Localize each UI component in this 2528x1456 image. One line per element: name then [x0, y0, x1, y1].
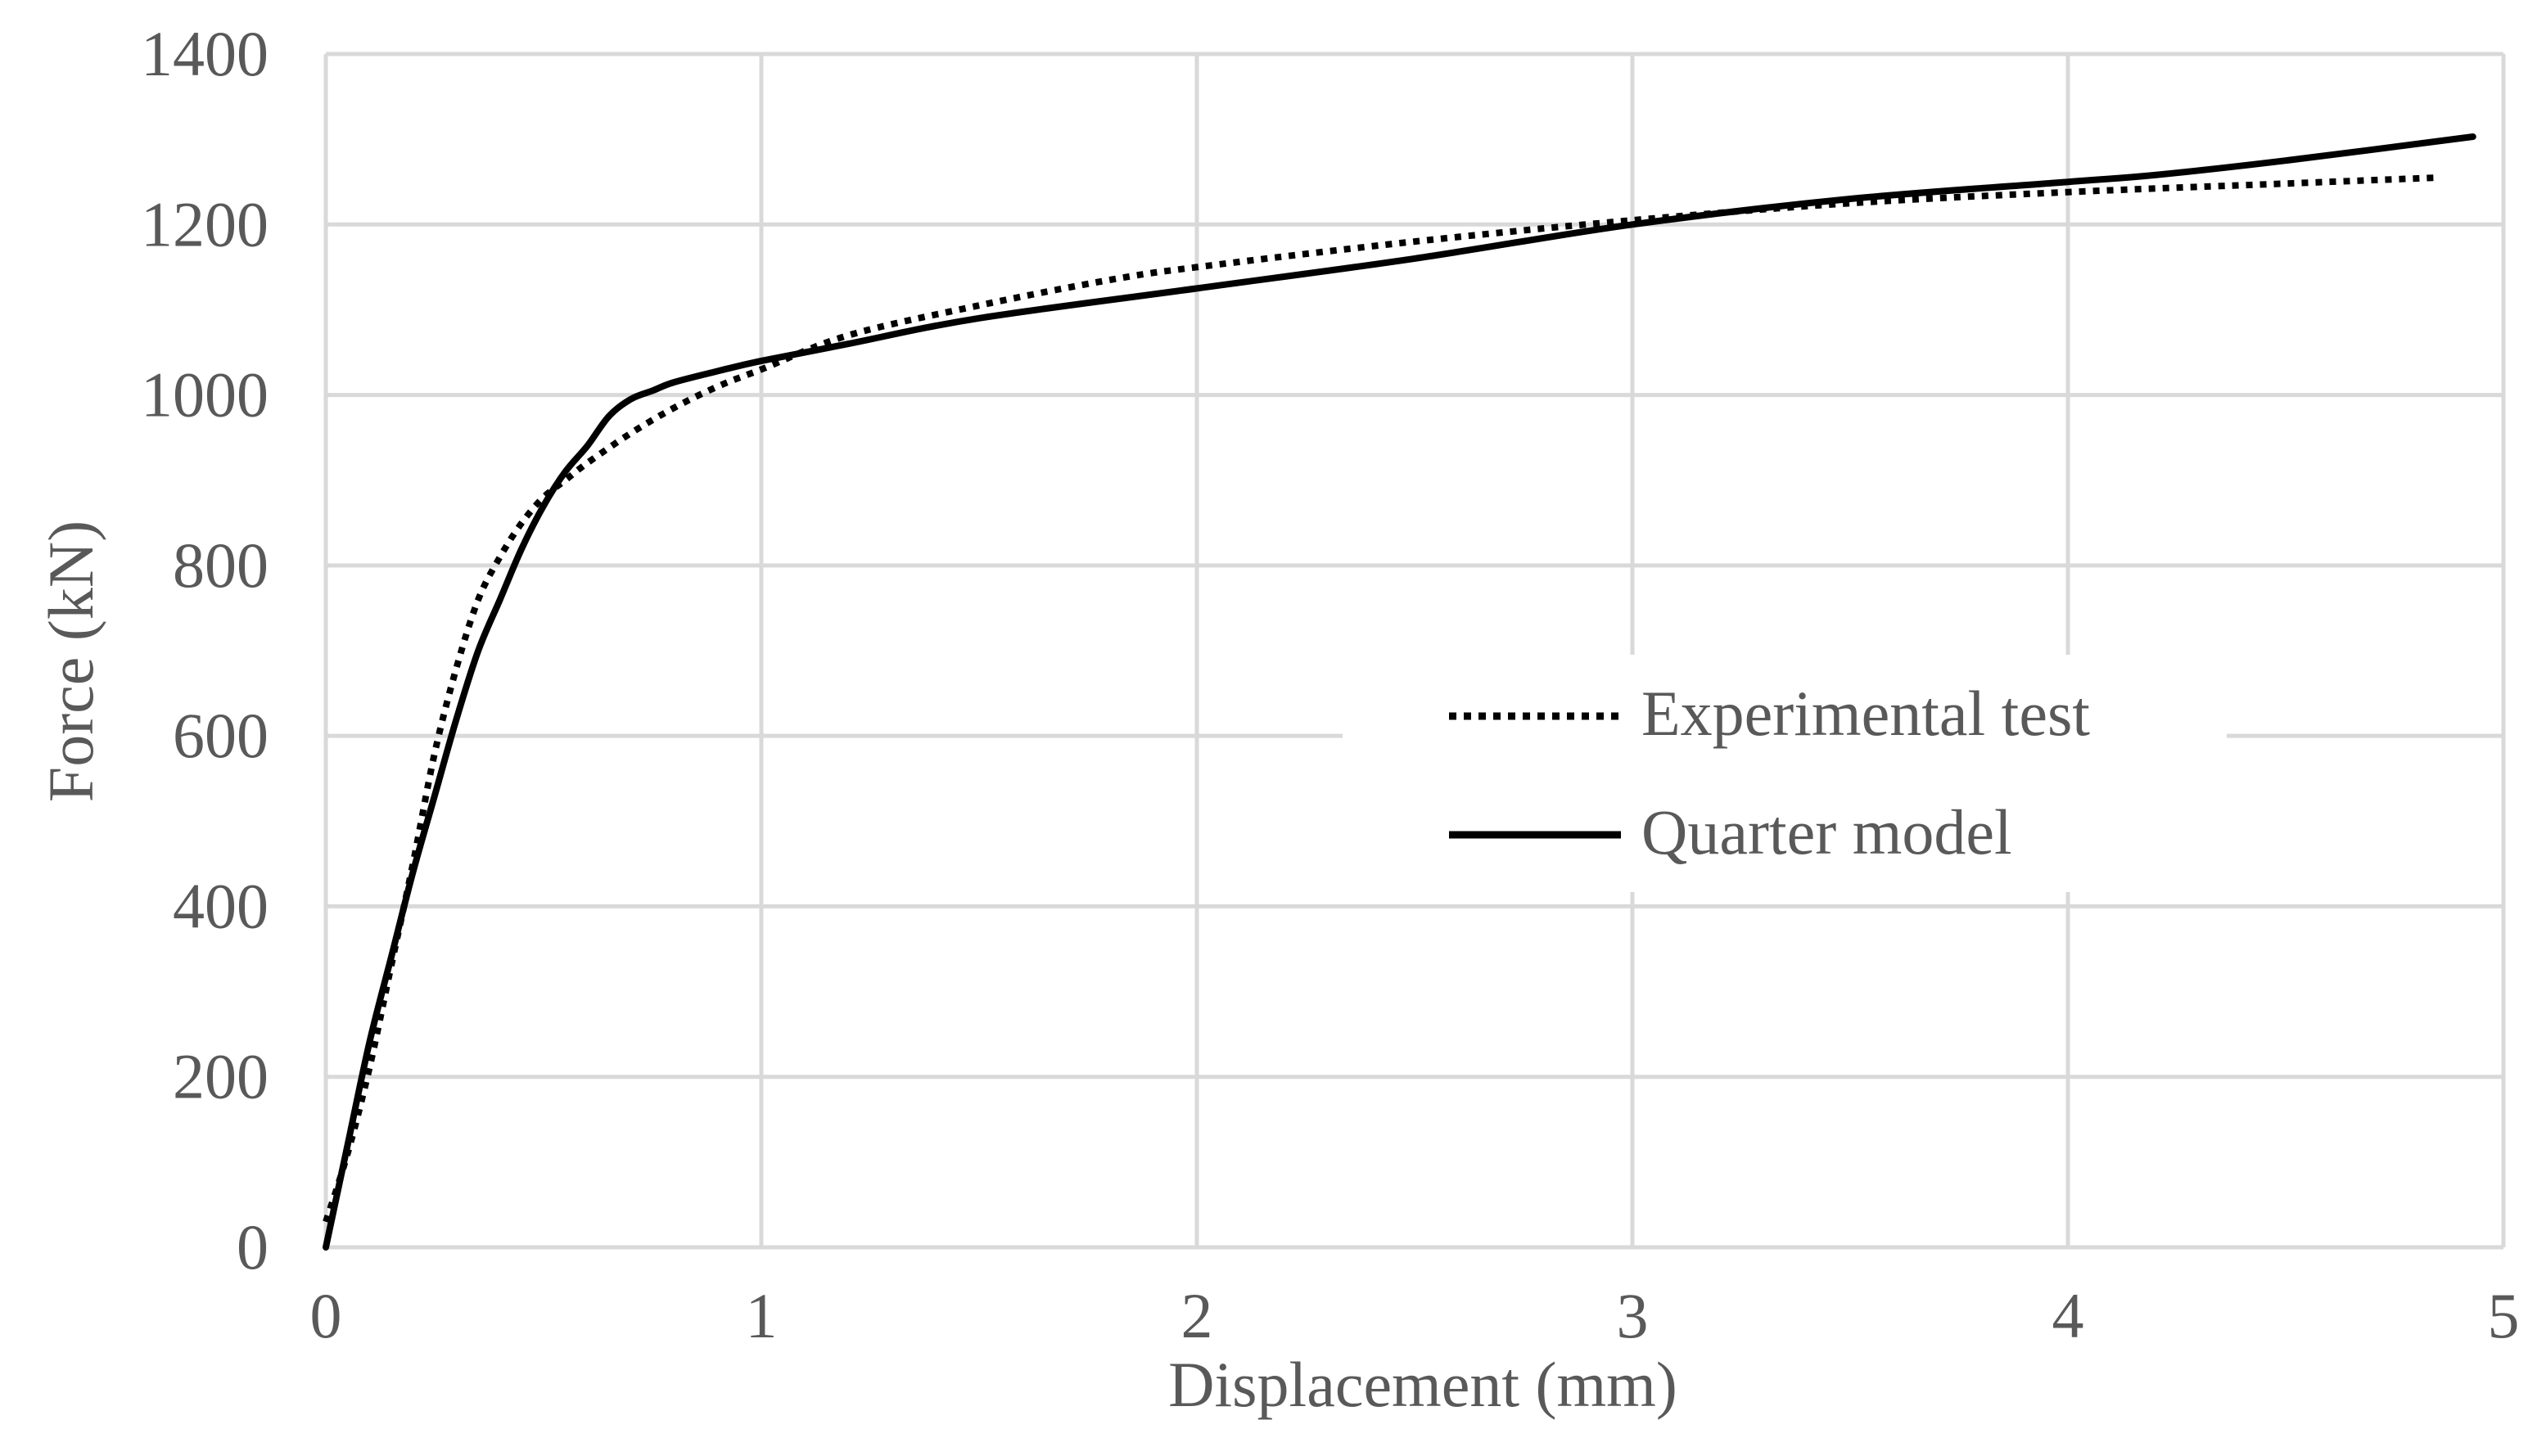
gridlines — [323, 52, 2506, 1250]
y-tick-label: 800 — [173, 530, 269, 601]
legend-background — [1343, 655, 2227, 892]
x-tick-label: 4 — [2052, 1280, 2084, 1351]
x-tick-labels: 0 1 2 3 4 5 — [310, 1280, 2520, 1351]
y-tick-label: 1400 — [141, 18, 269, 89]
y-axis-title: Force (kN) — [35, 521, 106, 802]
legend-label-experimental: Experimental test — [1641, 678, 2090, 749]
x-tick-label: 0 — [310, 1280, 342, 1351]
x-tick-label: 1 — [746, 1280, 778, 1351]
legend: Experimental test Quarter model — [1343, 655, 2227, 892]
x-axis-title: Displacement (mm) — [1168, 1349, 1677, 1420]
x-tick-label: 3 — [1617, 1280, 1649, 1351]
y-tick-label: 600 — [173, 700, 269, 771]
x-tick-label: 5 — [2488, 1280, 2520, 1351]
legend-label-quarter-model: Quarter model — [1641, 796, 2012, 868]
y-tick-label: 1200 — [141, 188, 269, 259]
series-layer — [323, 133, 2476, 1251]
y-tick-label: 1000 — [141, 359, 269, 430]
y-tick-label: 200 — [173, 1041, 269, 1112]
series-line-quarter-model — [323, 133, 2476, 1251]
y-tick-label: 400 — [173, 870, 269, 941]
y-tick-label: 0 — [237, 1211, 269, 1282]
y-tick-labels: 0 200 400 600 800 1000 1200 1400 — [141, 18, 269, 1282]
x-tick-label: 2 — [1181, 1280, 1213, 1351]
